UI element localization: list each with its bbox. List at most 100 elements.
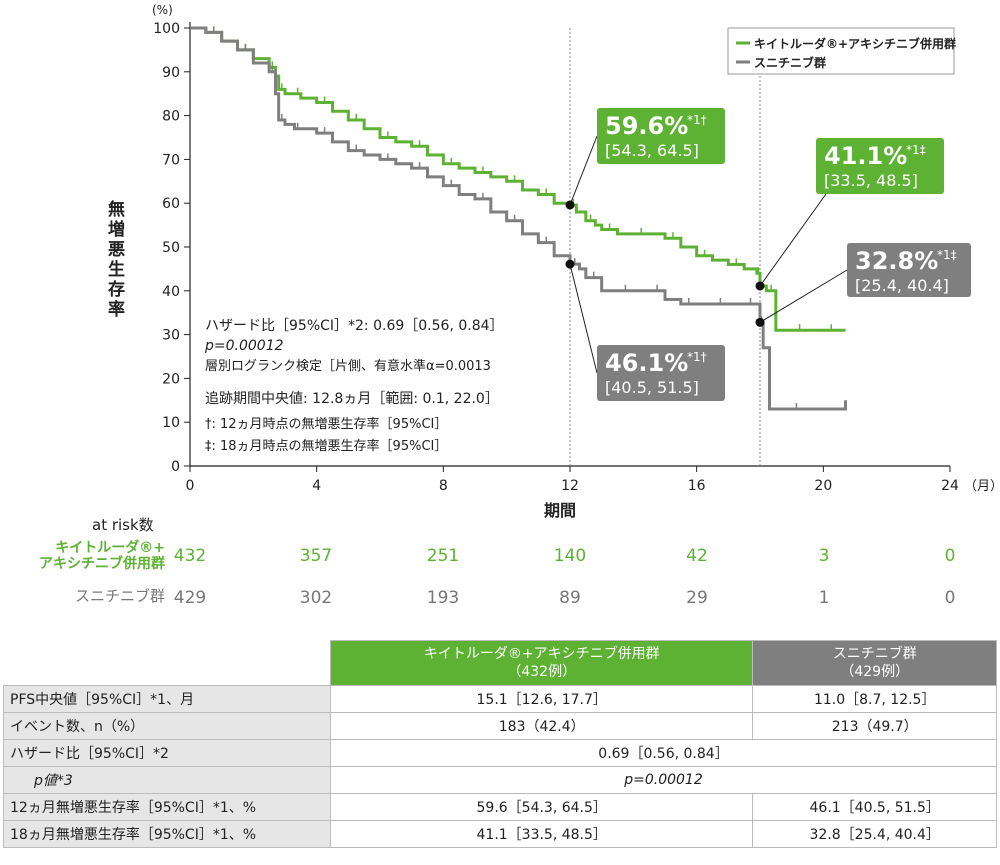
at-risk-value: 42 xyxy=(686,546,708,566)
annotation-box xyxy=(816,138,944,194)
table-header-combo: キイトルーダ®+アキシチニブ併用群 （432例） xyxy=(329,640,754,686)
y-tick-label: 20 xyxy=(162,371,180,387)
y-tick-label: 60 xyxy=(162,196,180,212)
row-label: 12ヵ月無増悪生存率［95%CI］*1、% xyxy=(3,793,331,821)
stats-line5: †: 12ヵ月時点の無増悪生存率［95%CI］ xyxy=(205,416,447,432)
at-risk-value: 357 xyxy=(299,546,333,566)
row-label: イベント数、n（%） xyxy=(3,712,331,740)
y-tick-label: 50 xyxy=(162,240,180,256)
y-tick-label: 90 xyxy=(162,65,180,81)
legend-label-sun: スニチニブ群 xyxy=(754,55,826,70)
table-row: 12ヵ月無増悪生存率［95%CI］*1、% 59.6［54.3, 64.5］ 4… xyxy=(3,793,997,821)
chart-axes: 0 10 20 30 40 50 60 70 80 90 100 0 4 8 12 16 20 24 (%) （月） 期… xyxy=(104,3,1000,520)
cell-sun: 213（49.7） xyxy=(752,712,997,740)
y-tick-label: 100 xyxy=(153,21,180,37)
at-risk-value: 29 xyxy=(686,588,708,608)
annotation-leader xyxy=(759,269,848,323)
stats-line6: ‡: 18ヵ月時点の無増悪生存率［95%CI］ xyxy=(205,438,447,454)
at-risk-row-combo: キイトルーダ®+ アキシチニブ併用群 432 357 251 140 42 3 … xyxy=(0,538,1000,578)
stats-line4: 追跡期間中央値: 12.8ヵ月［範囲: 0.1, 22.0］ xyxy=(205,390,499,407)
cell-merged: p=0.00012 xyxy=(330,766,997,794)
table-row: イベント数、n（%） 183（42.4） 213（49.7） xyxy=(3,712,997,740)
y-tick-label: 70 xyxy=(162,152,180,168)
annotation-ci: [33.5, 48.5] xyxy=(824,171,918,190)
at-risk-value: 140 xyxy=(553,546,587,566)
row-label: p値*3 xyxy=(3,766,331,794)
row-label: PFS中央値［95%CI］*1、月 xyxy=(3,685,331,713)
at-risk-value: 251 xyxy=(426,546,460,566)
table-row: PFS中央値［95%CI］*1、月 15.1［12.6, 17.7］ 11.0［… xyxy=(3,685,997,713)
at-risk-value: 0 xyxy=(944,546,956,566)
x-tick-label: 12 xyxy=(561,478,579,494)
cell-combo: 41.1［33.5, 48.5］ xyxy=(329,820,754,848)
legend: キイトルーダ®+アキシチニブ併用群 スニチニブ群 xyxy=(727,27,956,75)
at-risk-value: 429 xyxy=(173,588,207,608)
annotation-value: 32.8% xyxy=(855,247,938,275)
stats-line3: 層別ログランク検定［片側、有意水準α=0.0013 xyxy=(205,358,491,374)
at-risk-value: 89 xyxy=(559,588,581,608)
annotation-box xyxy=(597,345,725,401)
annotation-ci: [25.4, 40.4] xyxy=(855,276,949,295)
y-axis-title: 無増悪生存率 xyxy=(104,199,125,320)
table-row: ハザード比［95%CI］*2 0.69［0.56, 0.84］ xyxy=(3,739,997,767)
x-tick-label: 8 xyxy=(439,478,448,494)
annotation-box xyxy=(597,108,725,164)
annotation-value: 41.1% xyxy=(824,142,907,170)
table-header-row: キイトルーダ®+アキシチニブ併用群 （432例） スニチニブ群 （429例） xyxy=(3,640,997,686)
stats-block: ハザード比［95%CI］*2: 0.69［0.56, 0.84］ p=0.000… xyxy=(204,318,504,454)
at-risk-label-combo: キイトルーダ®+ アキシチニブ併用群 xyxy=(39,540,165,572)
at-risk-value: 432 xyxy=(173,546,207,566)
x-tick-label: 0 xyxy=(186,478,195,494)
series-line-1 xyxy=(190,26,847,411)
cell-combo: 59.6［54.3, 64.5］ xyxy=(329,793,754,821)
annotation-superscript: *1‡ xyxy=(937,248,957,262)
annotation-value: 46.1% xyxy=(605,349,688,377)
stats-line1: ハザード比［95%CI］*2: 0.69［0.56, 0.84］ xyxy=(205,318,504,334)
at-risk-value: 193 xyxy=(426,588,460,608)
y-tick-label: 0 xyxy=(171,459,180,475)
y-unit-label: (%) xyxy=(152,3,173,17)
annotation-leader xyxy=(759,193,827,287)
row-label: ハザード比［95%CI］*2 xyxy=(3,739,331,767)
annotation-leader xyxy=(569,135,598,206)
x-tick-label: 4 xyxy=(312,478,321,494)
series-line-0 xyxy=(190,26,846,332)
table-header-sun: スニチニブ群 （429例） xyxy=(752,640,997,686)
at-risk-label-sun: スニチニブ群 xyxy=(74,587,165,605)
annotation-point xyxy=(565,200,575,210)
cell-sun: 32.8［25.4, 40.4］ xyxy=(752,820,997,848)
chart-marks xyxy=(190,26,847,466)
cell-combo: 15.1［12.6, 17.7］ xyxy=(329,685,754,713)
y-tick-label: 40 xyxy=(162,284,180,300)
legend-box xyxy=(727,27,955,75)
annotation-point xyxy=(755,281,765,291)
annotation-superscript: *1‡ xyxy=(906,143,926,157)
x-tick-label: 24 xyxy=(941,478,959,494)
annotation-superscript: *1† xyxy=(687,113,707,127)
cell-merged: 0.69［0.56, 0.84］ xyxy=(330,739,997,767)
at-risk-value: 0 xyxy=(944,588,956,608)
stats-line2: p=0.00012 xyxy=(204,338,284,354)
table-row: 18ヵ月無増悪生存率［95%CI］*1、% 41.1［33.5, 48.5］ 3… xyxy=(3,820,997,848)
table-header-empty xyxy=(3,640,331,686)
legend-label-combo: キイトルーダ®+アキシチニブ併用群 xyxy=(754,36,956,51)
annotation-ci: [40.5, 51.5] xyxy=(605,378,699,397)
x-tick-label: 20 xyxy=(814,478,832,494)
at-risk-row-sun: スニチニブ群 429 302 193 89 29 1 0 xyxy=(0,584,1000,610)
annotation-point xyxy=(755,317,765,327)
at-risk-title: at risk数 xyxy=(92,516,154,534)
x-unit-label: （月） xyxy=(964,479,1000,494)
y-tick-label: 30 xyxy=(162,328,180,344)
at-risk-value: 302 xyxy=(299,588,333,608)
annotation-superscript: *1† xyxy=(687,350,707,364)
table-row: p値*3 p=0.00012 xyxy=(3,766,997,794)
y-tick-label: 80 xyxy=(162,109,180,125)
at-risk-value: 1 xyxy=(818,588,830,608)
x-tick-label: 16 xyxy=(688,478,706,494)
cell-sun: 11.0［8.7, 12.5］ xyxy=(752,685,997,713)
x-axis-title: 期間 xyxy=(544,501,576,520)
summary-table: キイトルーダ®+アキシチニブ併用群 （432例） スニチニブ群 （429例） P… xyxy=(3,640,997,848)
annotation-box xyxy=(847,243,971,297)
y-tick-label: 10 xyxy=(162,415,180,431)
chart-labels: 59.6%*1†[54.3, 64.5] 41.1%*1‡[33.5, 48.5]… xyxy=(565,108,971,401)
